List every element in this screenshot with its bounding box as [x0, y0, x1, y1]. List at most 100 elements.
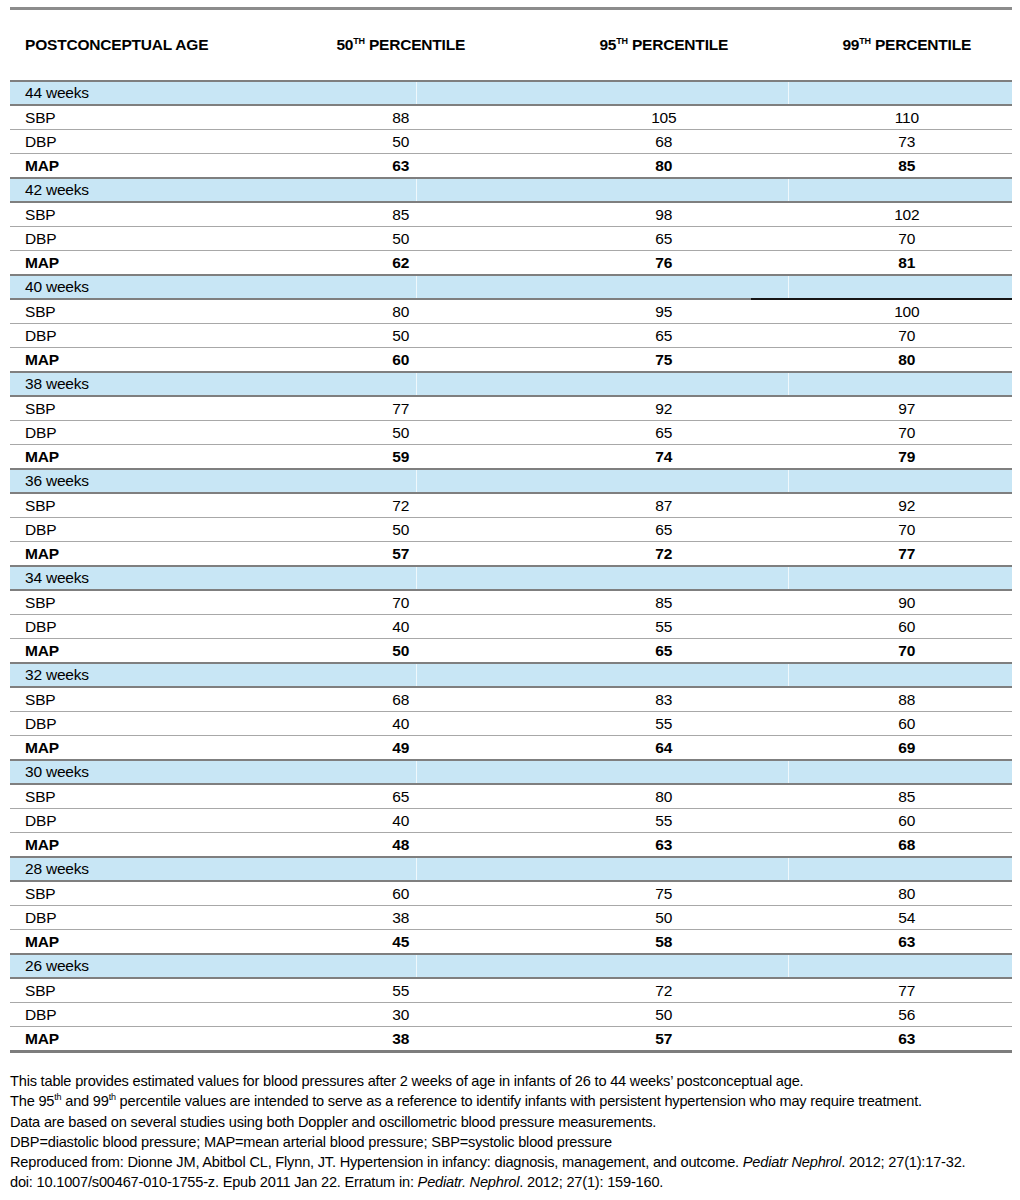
age-band-row: 36 weeks: [10, 468, 1012, 494]
age-band-row: 38 weeks: [10, 371, 1012, 397]
italic-text: Pediatr Nephrol: [743, 1154, 841, 1170]
age-band-row: 32 weeks: [10, 662, 1012, 688]
measurement-row: DBP405560: [10, 809, 1012, 833]
blood-pressure-table: POSTCONCEPTUAL AGE50TH PERCENTILE95TH PE…: [10, 7, 1012, 1053]
measurement-row: MAP455863: [10, 930, 1012, 953]
row-label: DBP: [10, 518, 276, 541]
age-label: 38 weeks: [25, 375, 89, 392]
value-cell: 77: [802, 542, 1012, 565]
value-cell: 70: [802, 227, 1012, 250]
value-cell: 55: [526, 615, 802, 638]
row-label: MAP: [10, 154, 276, 177]
value-cell: 50: [276, 130, 527, 153]
value-cell: 55: [276, 979, 527, 1002]
value-cell: 45: [276, 930, 527, 953]
measurement-row: DBP506570: [10, 421, 1012, 445]
value-cell: 63: [802, 1027, 1012, 1050]
measurement-row: MAP496469: [10, 736, 1012, 759]
column-separator: [788, 858, 789, 880]
measurement-row: DBP506570: [10, 227, 1012, 251]
value-cell: 70: [276, 591, 527, 614]
value-cell: 55: [526, 809, 802, 832]
value-cell: 63: [526, 833, 802, 856]
text-segment: and 99: [61, 1093, 108, 1109]
value-cell: 63: [276, 154, 527, 177]
text-segment: doi: 10.1007/s00467-010-1755-z. Epub 201…: [10, 1174, 418, 1190]
column-separator: [788, 373, 789, 395]
value-cell: 65: [526, 324, 802, 347]
measurement-row: DBP506570: [10, 518, 1012, 542]
value-cell: 60: [802, 615, 1012, 638]
row-label: DBP: [10, 712, 276, 735]
value-cell: 65: [526, 227, 802, 250]
row-label: SBP: [10, 688, 276, 711]
value-cell: 70: [802, 324, 1012, 347]
measurement-row: SBP688388: [10, 688, 1012, 712]
value-cell: 60: [802, 809, 1012, 832]
measurement-row: DBP305056: [10, 1003, 1012, 1027]
value-cell: 58: [526, 930, 802, 953]
value-cell: 105: [526, 106, 802, 129]
age-band-row: 42 weeks: [10, 177, 1012, 203]
column-separator: [788, 276, 789, 298]
value-cell: 80: [526, 785, 802, 808]
column-separator: [416, 276, 417, 298]
value-cell: 110: [802, 106, 1012, 129]
column-separator: [416, 858, 417, 880]
value-cell: 70: [802, 421, 1012, 444]
footnotes: This table provides estimated values for…: [10, 1071, 1014, 1193]
measurement-row: DBP506570: [10, 324, 1012, 348]
row-label: SBP: [10, 979, 276, 1002]
text-segment: . 2012; 27(1): 159-160.: [519, 1174, 663, 1190]
row-label: DBP: [10, 1003, 276, 1026]
value-cell: 97: [802, 397, 1012, 420]
value-cell: 81: [802, 251, 1012, 274]
measurement-row: MAP638085: [10, 154, 1012, 177]
measurement-row: MAP486368: [10, 833, 1012, 856]
value-cell: 88: [802, 688, 1012, 711]
value-cell: 69: [802, 736, 1012, 759]
measurement-row: SBP8598102: [10, 203, 1012, 227]
measurement-row: MAP577277: [10, 542, 1012, 565]
row-label: SBP: [10, 106, 276, 129]
text-segment: The 95: [10, 1093, 54, 1109]
age-band-row: 44 weeks: [10, 80, 1012, 106]
text-segment: 99: [842, 36, 859, 53]
measurement-row: SBP658085: [10, 785, 1012, 809]
age-label: 34 weeks: [25, 569, 89, 586]
value-cell: 65: [526, 421, 802, 444]
value-cell: 50: [276, 227, 527, 250]
column-header: 99TH PERCENTILE: [802, 36, 1012, 54]
column-separator: [416, 761, 417, 783]
footnote-line: Data are based on several studies using …: [10, 1112, 1014, 1132]
value-cell: 57: [526, 1027, 802, 1050]
text-segment: Data are based on several studies using …: [10, 1114, 656, 1130]
table-body: 44 weeksSBP88105110DBP506873MAP63808542 …: [10, 80, 1012, 1050]
row-label: SBP: [10, 785, 276, 808]
value-cell: 80: [802, 348, 1012, 371]
dark-border-segment: [751, 298, 1012, 300]
age-label: 36 weeks: [25, 472, 89, 489]
column-separator: [416, 179, 417, 201]
measurement-row: SBP708590: [10, 591, 1012, 615]
value-cell: 79: [802, 445, 1012, 468]
footnote-line: Reproduced from: Dionne JM, Abitbol CL, …: [10, 1152, 1014, 1172]
value-cell: 98: [526, 203, 802, 226]
value-cell: 40: [276, 712, 527, 735]
value-cell: 55: [526, 712, 802, 735]
value-cell: 64: [526, 736, 802, 759]
value-cell: 48: [276, 833, 527, 856]
measurement-row: DBP385054: [10, 906, 1012, 930]
value-cell: 85: [526, 591, 802, 614]
value-cell: 80: [802, 882, 1012, 905]
italic-text: Pediatr. Nephrol: [418, 1174, 520, 1190]
column-header: POSTCONCEPTUAL AGE: [10, 36, 276, 54]
measurement-row: SBP728792: [10, 494, 1012, 518]
row-label: SBP: [10, 494, 276, 517]
row-label: MAP: [10, 639, 276, 662]
value-cell: 75: [526, 348, 802, 371]
value-cell: 70: [802, 639, 1012, 662]
text-segment: Reproduced from: Dionne JM, Abitbol CL, …: [10, 1154, 743, 1170]
measurement-row: SBP88105110: [10, 106, 1012, 130]
value-cell: 50: [276, 324, 527, 347]
